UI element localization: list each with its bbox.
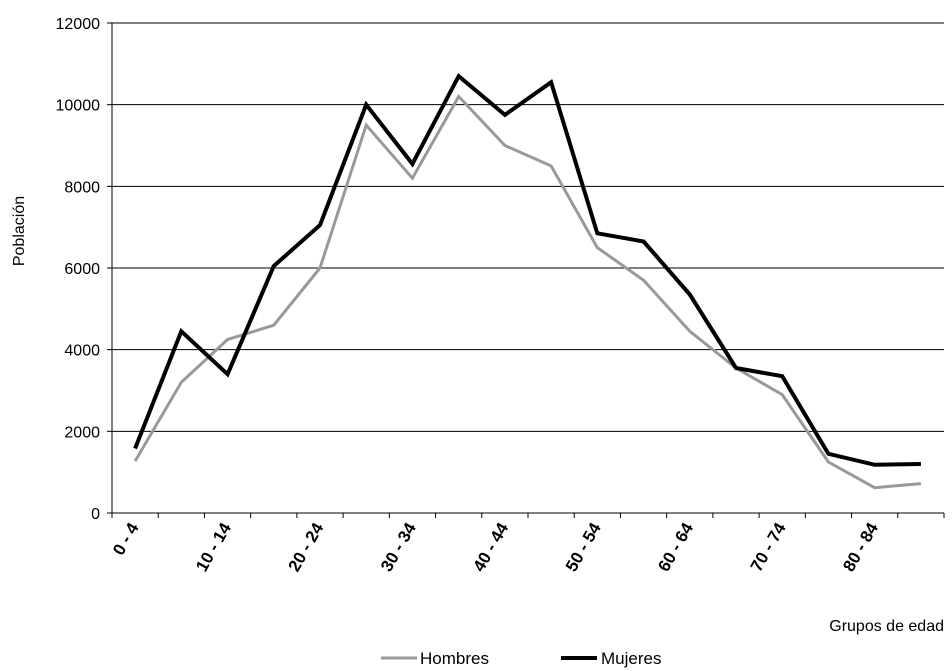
y-tick-label: 12000 — [56, 16, 101, 33]
y-tick-label: 10000 — [56, 98, 101, 115]
legend-label-hombres: Hombres — [420, 649, 489, 668]
series-line-hombres — [133, 93, 922, 490]
y-tick-label: 4000 — [64, 343, 100, 360]
y-tick-labels: 0 2000 4000 6000 8000 10000 12000 — [56, 16, 101, 523]
series-line-mujeres — [133, 72, 921, 467]
x-tick-label: 80 - 84 — [839, 519, 882, 575]
x-tick-label: 20 - 24 — [285, 519, 328, 575]
x-tick-label: 50 - 54 — [562, 519, 605, 575]
y-axis-title: Población — [11, 196, 28, 266]
series-lines — [133, 72, 922, 490]
y-tick-label: 6000 — [64, 261, 100, 278]
gridlines — [112, 22, 944, 432]
legend-label-mujeres: Mujeres — [601, 649, 661, 668]
x-tick-label: 40 - 44 — [469, 519, 512, 575]
x-tick-label: 0 - 4 — [109, 519, 143, 558]
y-tick-label: 0 — [91, 506, 100, 523]
x-tick-labels: 0 - 4 10 - 14 20 - 24 30 - 34 40 - 44 50 - 54… — [109, 519, 882, 575]
x-tick-label: 60 - 64 — [654, 519, 697, 575]
x-tick-label: 10 - 14 — [192, 519, 235, 575]
y-tick-label: 2000 — [64, 424, 100, 441]
x-tick-label: 30 - 34 — [377, 519, 420, 575]
legend: Hombres Mujeres — [381, 649, 661, 668]
x-axis-title: Grupos de edad — [829, 618, 944, 635]
axes — [107, 22, 945, 518]
y-tick-label: 8000 — [64, 179, 100, 196]
x-tick-label: 70 - 74 — [747, 519, 790, 575]
